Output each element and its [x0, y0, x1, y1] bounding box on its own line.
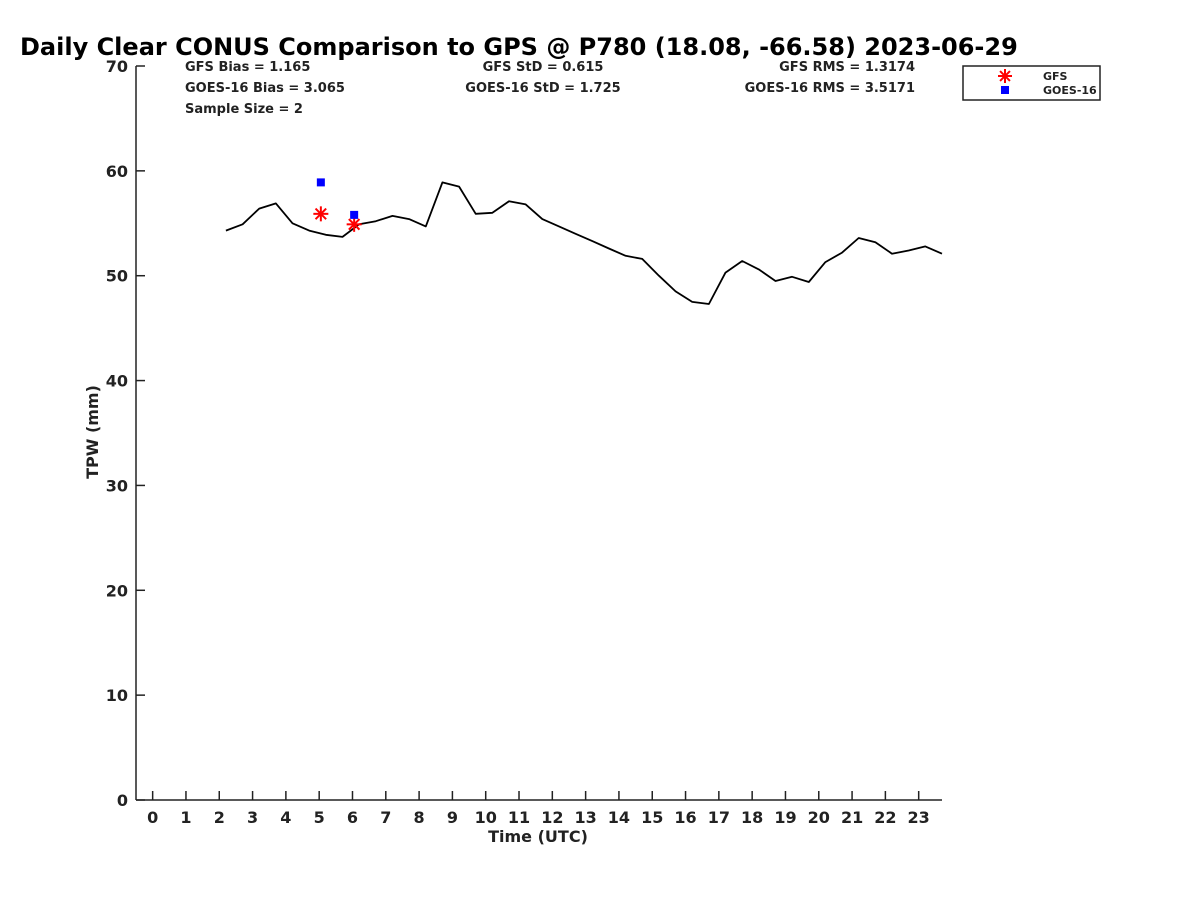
asterisk-stroke	[348, 218, 361, 231]
x-tick-label: 23	[908, 808, 930, 827]
gfs-point	[313, 206, 329, 222]
x-tick-label: 9	[447, 808, 458, 827]
stat-text: GFS Bias = 1.165	[185, 60, 310, 75]
x-tick-label: 14	[608, 808, 630, 827]
x-axis-ticks: 0 1 2 3 4 5 6 7 8 9 10 11 12 13 14 15 16 17 18 19 20 21 22 23	[147, 791, 930, 827]
gps-line	[225, 181, 943, 305]
x-tick-label: 3	[247, 808, 258, 827]
legend-label: GFS	[1043, 70, 1068, 83]
stat-text: Sample Size = 2	[185, 102, 303, 117]
x-tick-label: 4	[280, 808, 291, 827]
x-tick-label: 19	[774, 808, 796, 827]
stat-text: GOES-16 Bias = 3.065	[185, 81, 345, 96]
asterisk-stroke	[314, 207, 327, 220]
y-tick-label: 20	[106, 581, 128, 600]
stat-text: GOES-16 StD = 1.725	[465, 81, 620, 96]
asterisk-stroke	[999, 70, 1011, 82]
x-tick-label: 0	[147, 808, 158, 827]
x-tick-label: 6	[347, 808, 358, 827]
x-tick-label: 18	[741, 808, 763, 827]
x-tick-label: 8	[414, 808, 425, 827]
y-tick-label: 60	[106, 162, 128, 181]
axes	[135, 66, 942, 801]
y-tick-label: 10	[106, 686, 128, 705]
stat-text: GFS RMS = 1.3174	[779, 60, 915, 75]
x-tick-label: 22	[874, 808, 896, 827]
x-tick-label: 20	[808, 808, 830, 827]
legend-gfs-marker	[998, 69, 1012, 83]
chart-title: Daily Clear CONUS Comparison to GPS @ P7…	[20, 33, 1018, 61]
y-axis-label: TPW (mm)	[83, 385, 102, 479]
x-tick-label: 10	[475, 808, 497, 827]
x-tick-label: 2	[214, 808, 225, 827]
x-tick-label: 21	[841, 808, 863, 827]
y-tick-label: 0	[117, 791, 128, 810]
y-tick-label: 30	[106, 476, 128, 495]
legend-goes16-marker	[1001, 86, 1009, 94]
plot-area	[225, 178, 943, 305]
goes16-point	[350, 210, 359, 219]
x-tick-label: 11	[508, 808, 530, 827]
y-axis-ticks: 0 10 20 30 40 50 60 70	[106, 57, 145, 810]
x-tick-label: 13	[574, 808, 596, 827]
y-tick-label: 40	[106, 372, 128, 391]
x-tick-label: 12	[541, 808, 563, 827]
legend-label: GOES-16	[1043, 84, 1097, 97]
x-tick-label: 15	[641, 808, 663, 827]
x-tick-label: 5	[314, 808, 325, 827]
x-tick-label: 17	[708, 808, 730, 827]
legend-box	[962, 65, 1101, 101]
stats-block: GFS Bias = 1.165 GFS StD = 0.615 GFS RMS =…	[185, 60, 915, 117]
y-tick-label: 70	[106, 57, 128, 76]
x-tick-label: 1	[180, 808, 191, 827]
x-tick-label: 7	[380, 808, 391, 827]
gfs-point	[346, 216, 362, 232]
goes16-point	[316, 178, 325, 187]
x-tick-label: 16	[674, 808, 696, 827]
stat-text: GFS StD = 0.615	[483, 60, 604, 75]
x-axis-label: Time (UTC)	[488, 827, 588, 846]
stat-text: GOES-16 RMS = 3.5171	[745, 81, 915, 96]
y-tick-label: 50	[106, 267, 128, 286]
